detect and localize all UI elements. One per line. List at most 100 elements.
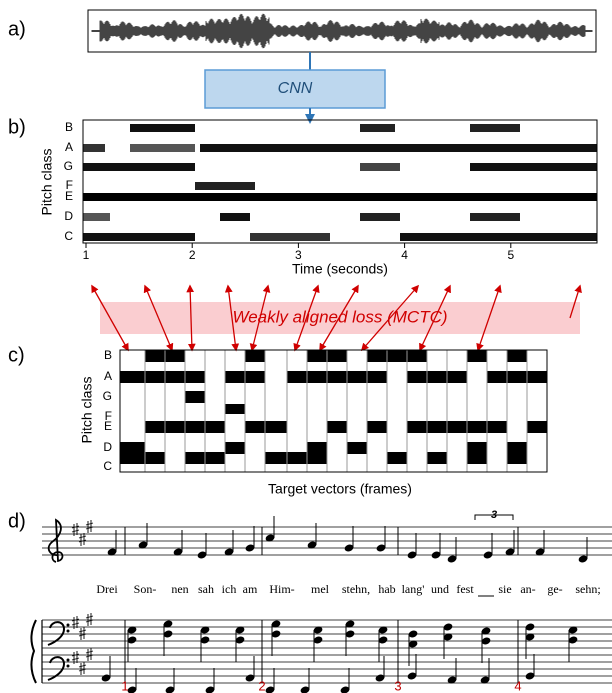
pitch-activation (130, 144, 195, 152)
sharp (86, 648, 93, 661)
target-cell (205, 421, 225, 433)
pitch-activation (220, 213, 250, 221)
y-tick-label: E (65, 189, 73, 203)
lyric: lang' (402, 582, 425, 596)
sharp (79, 662, 86, 675)
target-cell (225, 404, 245, 414)
panel-label: c) (8, 344, 25, 366)
pitch-activation (83, 213, 110, 221)
pitch-activation (400, 233, 597, 241)
lyric: am (243, 582, 258, 596)
target-cell (307, 350, 327, 362)
lyric: sah (198, 582, 214, 596)
lyric: fest (456, 582, 474, 596)
x-tick-label: 5 (507, 248, 514, 262)
target-cell (327, 371, 347, 383)
target-cell (225, 442, 245, 454)
lyric: stehn, (342, 582, 370, 596)
target-cell (487, 371, 507, 383)
lyric: nen (171, 582, 188, 596)
measure-number: 1 (121, 678, 128, 693)
target-cell (205, 452, 225, 464)
brace (31, 620, 36, 683)
tuplet-number: 3 (491, 509, 497, 521)
y-tick-label: C (64, 229, 73, 243)
y-tick-label: B (104, 348, 112, 362)
x-axis-label: Target vectors (frames) (268, 481, 412, 497)
bass-clef-dot (67, 659, 70, 662)
target-cell (387, 350, 407, 362)
target-cell (387, 452, 407, 464)
pitch-activation (250, 233, 330, 241)
target-cell (145, 350, 165, 362)
lyric: mel (311, 582, 330, 596)
target-cell (467, 452, 487, 464)
target-cell (507, 371, 527, 383)
target-cell (467, 421, 487, 433)
target-cell (307, 371, 327, 383)
lyric: ge- (547, 582, 562, 596)
target-cell (527, 371, 547, 383)
target-cell (427, 421, 447, 433)
lyric: Him- (269, 582, 294, 596)
lyric: Son- (134, 582, 157, 596)
x-tick-label: 3 (295, 248, 302, 262)
pitch-activation (83, 233, 195, 241)
target-cell (327, 350, 347, 362)
sharp (86, 520, 93, 533)
target-cell (407, 350, 427, 362)
y-tick-label: D (103, 440, 112, 454)
target-cell (427, 371, 447, 383)
lyric: hab (378, 582, 395, 596)
lyric: und (431, 582, 449, 596)
target-cell (347, 371, 367, 383)
score: 3DreiSon-nensahichamHim-melstehn,hablang… (31, 509, 612, 693)
target-cell (145, 452, 165, 464)
target-cell (185, 371, 205, 383)
bass-clef-dot (67, 630, 70, 633)
pitch-activation (470, 124, 520, 132)
cnn-label: CNN (278, 80, 313, 97)
y-axis-label: Pitch class (39, 149, 55, 216)
target-cell (527, 421, 547, 433)
x-tick-label: 1 (83, 248, 90, 262)
target-cell (265, 452, 287, 464)
target-cell (245, 350, 265, 362)
panel-label: b) (8, 116, 26, 138)
y-tick-label: B (65, 120, 73, 134)
target-cell (165, 371, 185, 383)
x-axis-label: Time (seconds) (292, 261, 388, 277)
y-tick-label: G (103, 389, 112, 403)
pitch-activation (360, 163, 400, 171)
bass-clef (48, 622, 64, 645)
panel-label: d) (8, 510, 26, 532)
pitch-activation (83, 163, 195, 171)
figure: a) b) c) d) CNN Pitch class Time (second… (0, 0, 612, 693)
sharp (79, 627, 86, 640)
measure-number: 2 (258, 678, 265, 693)
target-vectors (120, 350, 547, 472)
pitch-activation (83, 193, 597, 201)
target-cell (225, 371, 245, 383)
target-cell (120, 452, 145, 464)
target-cell (327, 421, 347, 433)
y-tick-label: E (104, 419, 112, 433)
target-cell (185, 421, 205, 433)
y-axis-label: Pitch class (79, 377, 95, 444)
target-cell (185, 452, 205, 464)
target-cell (145, 421, 165, 433)
target-cell (407, 371, 427, 383)
y-tick-label: G (64, 159, 73, 173)
target-cell (367, 350, 387, 362)
target-cell (287, 452, 307, 464)
lyric: an- (520, 582, 535, 596)
target-cell (245, 421, 265, 433)
pitch-activation (360, 213, 400, 221)
target-cell (347, 442, 367, 454)
pitchgram (83, 124, 597, 241)
y-tick-label: D (64, 209, 73, 223)
pitch-activation (360, 124, 395, 132)
y-tick-label: A (104, 369, 112, 383)
target-cell (307, 452, 327, 464)
pitch-activation (230, 182, 255, 190)
